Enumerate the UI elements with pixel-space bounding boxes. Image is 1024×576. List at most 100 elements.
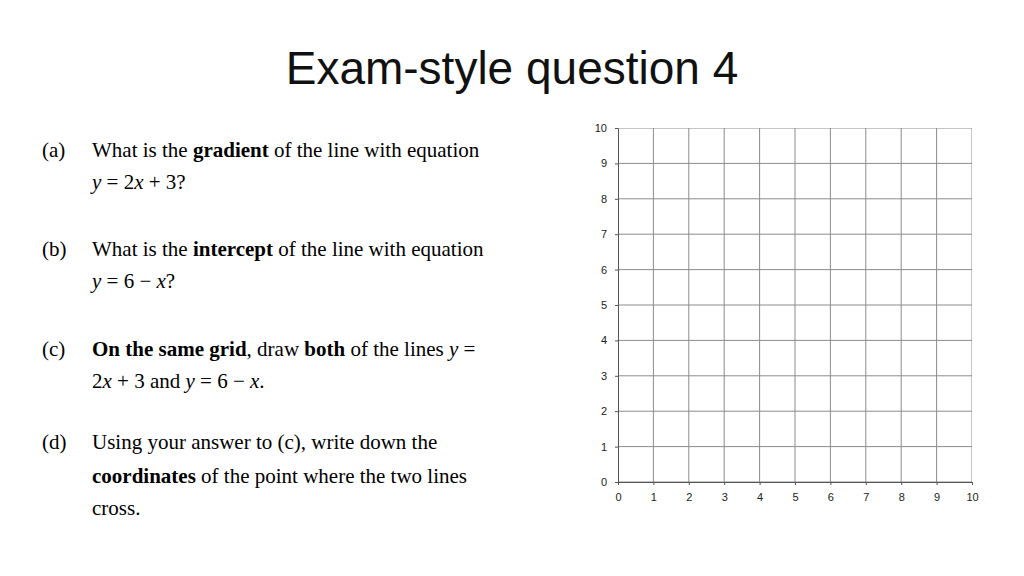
grid-line bbox=[618, 482, 972, 483]
question-line: cross. bbox=[92, 496, 140, 520]
tick-mark bbox=[615, 270, 618, 271]
tick: 6 bbox=[601, 264, 618, 276]
grid-line bbox=[618, 128, 972, 129]
tick: 7 bbox=[601, 228, 618, 240]
tick: 6 bbox=[828, 482, 834, 503]
tick: 1 bbox=[651, 482, 657, 503]
question-line: What is the intercept of the line with e… bbox=[92, 237, 484, 261]
plot-area bbox=[618, 128, 972, 482]
title: Exam-style question 4 bbox=[286, 42, 739, 94]
question-line: y = 2x + 3? bbox=[90, 170, 186, 194]
grid-line bbox=[618, 375, 972, 376]
tick: 10 bbox=[966, 482, 978, 503]
tick: 5 bbox=[601, 299, 618, 311]
tick-label: 7 bbox=[601, 228, 607, 240]
tick-label: 8 bbox=[601, 193, 607, 205]
tick-label: 10 bbox=[595, 122, 607, 134]
tick-mark bbox=[901, 482, 902, 485]
grid-line bbox=[618, 128, 619, 482]
tick: 2 bbox=[686, 482, 692, 503]
tick-label: 7 bbox=[863, 491, 869, 503]
tick: 2 bbox=[601, 405, 618, 417]
tick-label: 8 bbox=[899, 491, 905, 503]
text-run: of the line with equation bbox=[269, 138, 480, 162]
tick: 1 bbox=[601, 441, 618, 453]
question-label: (d) bbox=[42, 430, 67, 454]
tick: 9 bbox=[934, 482, 940, 503]
tick-mark bbox=[615, 305, 618, 306]
text-run: On the same grid bbox=[92, 337, 247, 361]
tick: 0 bbox=[601, 476, 618, 488]
question-label: (a) bbox=[42, 138, 65, 162]
tick-mark bbox=[653, 482, 654, 485]
question-line: On the same grid, draw both of the lines… bbox=[92, 337, 475, 361]
question-line: coordinates of the point where the two l… bbox=[92, 464, 467, 488]
tick-label: 0 bbox=[615, 491, 621, 503]
tick-label: 0 bbox=[601, 476, 607, 488]
question-line: What is the gradient of the line with eq… bbox=[92, 138, 480, 162]
tick-mark bbox=[615, 234, 618, 235]
tick: 3 bbox=[601, 370, 618, 382]
text-run: gradient bbox=[193, 138, 269, 162]
tick-mark bbox=[724, 482, 725, 485]
tick-label: 1 bbox=[651, 491, 657, 503]
tick: 8 bbox=[601, 193, 618, 205]
tick: 9 bbox=[601, 157, 618, 169]
tick-label: 3 bbox=[722, 491, 728, 503]
tick-label: 4 bbox=[757, 491, 763, 503]
text-run: Using your answer to (c), write down the bbox=[92, 430, 437, 454]
text-run: coordinates bbox=[92, 464, 196, 488]
text-run: y bbox=[447, 337, 459, 361]
grid-line bbox=[618, 269, 972, 270]
question-line: y = 6 − x? bbox=[90, 269, 175, 293]
tick: 4 bbox=[757, 482, 763, 503]
tick-label: 9 bbox=[934, 491, 940, 503]
text-run: + 3 and bbox=[112, 369, 186, 393]
grid-line bbox=[618, 198, 972, 199]
text-run: of the lines bbox=[345, 337, 449, 361]
text-run: both bbox=[304, 337, 345, 361]
axis-line bbox=[618, 129, 619, 483]
tick: 3 bbox=[722, 482, 728, 503]
text-run: y bbox=[90, 170, 102, 194]
tick: 0 bbox=[615, 482, 621, 503]
tick-mark bbox=[937, 482, 938, 485]
text-run: = 2 bbox=[101, 170, 134, 194]
tick-label: 6 bbox=[601, 264, 607, 276]
question-line: 2x + 3 and y = 6 − x. bbox=[92, 369, 265, 393]
text-run: What is the bbox=[92, 237, 193, 261]
tick-label: 2 bbox=[686, 491, 692, 503]
tick: 8 bbox=[899, 482, 905, 503]
grid-line bbox=[618, 163, 972, 164]
text-run: cross. bbox=[92, 496, 140, 520]
tick-mark bbox=[615, 199, 618, 200]
x-axis: 012345678910 bbox=[615, 482, 978, 503]
tick: 10 bbox=[595, 122, 618, 134]
tick-mark bbox=[972, 482, 973, 485]
grid-chart: 012345678910012345678910 bbox=[595, 122, 979, 503]
tick-label: 10 bbox=[966, 491, 978, 503]
tick-mark bbox=[689, 482, 690, 485]
tick-mark bbox=[615, 376, 618, 377]
tick-mark bbox=[760, 482, 761, 485]
grid-line bbox=[618, 446, 972, 447]
grid-line bbox=[618, 305, 972, 306]
question-label: (c) bbox=[42, 337, 65, 361]
text-run: = 6 − bbox=[195, 369, 250, 393]
grid-line bbox=[618, 411, 972, 412]
text-run: ? bbox=[166, 269, 175, 293]
text-run: = bbox=[458, 337, 475, 361]
tick: 7 bbox=[863, 482, 869, 503]
text-run: = 6 − bbox=[101, 269, 156, 293]
tick-label: 5 bbox=[601, 299, 607, 311]
text-run: intercept bbox=[193, 237, 273, 261]
slide: Exam-style question 4 (a) What is the grad… bbox=[0, 0, 1024, 576]
text-run: 2 bbox=[92, 369, 103, 393]
tick-mark bbox=[830, 482, 831, 485]
text-run: , draw bbox=[247, 337, 305, 361]
tick-label: 9 bbox=[601, 157, 607, 169]
tick: 4 bbox=[601, 334, 618, 346]
text-run: of the point where the two lines bbox=[196, 464, 467, 488]
question-line: Using your answer to (c), write down the bbox=[92, 430, 437, 454]
tick-mark bbox=[615, 411, 618, 412]
